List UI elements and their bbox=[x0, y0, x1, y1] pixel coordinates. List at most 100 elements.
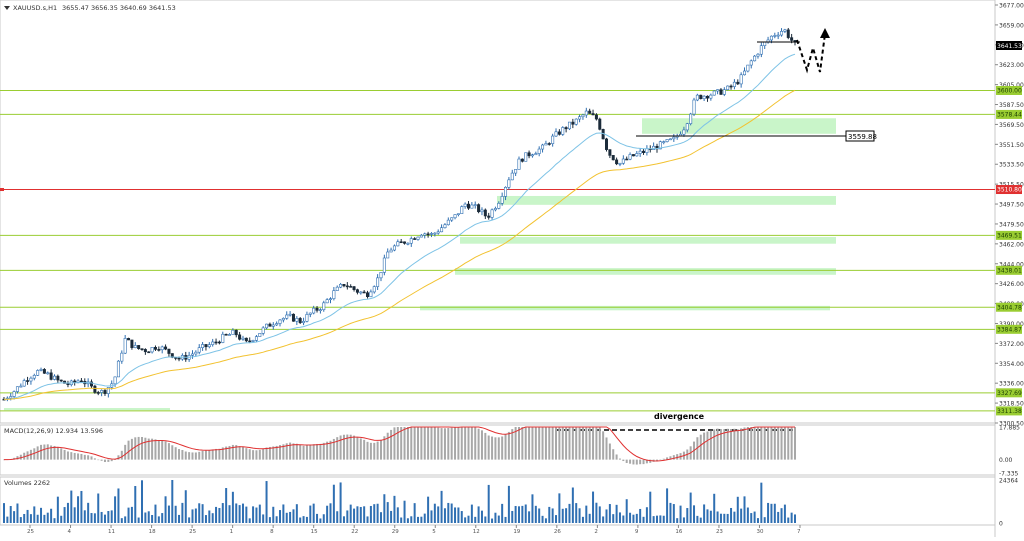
level-tag-value: 3469.51 bbox=[997, 233, 1022, 240]
candle-body bbox=[204, 344, 208, 348]
time-tick-label: 25 bbox=[189, 529, 196, 535]
macd-bar bbox=[457, 427, 460, 460]
candle-body bbox=[756, 53, 760, 57]
macd-bar bbox=[231, 444, 234, 460]
candle-body bbox=[278, 319, 282, 324]
macd-bar bbox=[635, 459, 638, 465]
candle-body bbox=[500, 196, 504, 204]
candle-body bbox=[682, 129, 686, 135]
volume-bar bbox=[50, 508, 53, 523]
candle-body bbox=[214, 341, 218, 344]
macd-bar bbox=[208, 450, 211, 460]
level-tag-bg bbox=[996, 265, 1022, 275]
candle-body bbox=[201, 344, 205, 348]
macd-bar bbox=[514, 427, 517, 460]
candle-body bbox=[194, 351, 198, 355]
macd-bar bbox=[46, 444, 49, 460]
macd-bar bbox=[396, 427, 399, 460]
time-tick-label: 4 bbox=[68, 529, 72, 535]
macd-bar bbox=[524, 427, 527, 460]
macd-bar bbox=[235, 445, 238, 460]
volume-bar bbox=[63, 507, 66, 523]
candle-body bbox=[285, 314, 289, 319]
volume-bar bbox=[83, 510, 86, 523]
level-tag-bg bbox=[996, 109, 1022, 119]
price-tick-label: 3462.00 bbox=[999, 241, 1024, 248]
volume-bar bbox=[40, 507, 43, 523]
macd-bar bbox=[390, 429, 393, 460]
volume-bar bbox=[622, 515, 625, 523]
candle-body bbox=[493, 208, 497, 211]
macd-bar bbox=[245, 448, 248, 460]
volume-bar bbox=[679, 505, 682, 523]
macd-bar bbox=[427, 427, 430, 460]
macd-bar bbox=[743, 427, 746, 460]
price-tick-label: 3569.50 bbox=[999, 122, 1024, 129]
macd-bar bbox=[40, 444, 43, 460]
volume-bar bbox=[342, 516, 345, 523]
price-tick-label: 3677.00 bbox=[999, 3, 1024, 10]
volume-bar bbox=[322, 514, 325, 523]
candle-body bbox=[120, 352, 124, 362]
support-zone bbox=[642, 118, 836, 134]
volume-bar bbox=[629, 512, 632, 523]
volume-bar bbox=[26, 509, 29, 523]
volume-bar bbox=[420, 516, 423, 523]
macd-bar bbox=[423, 427, 426, 460]
candle-body bbox=[26, 380, 30, 382]
candle-body bbox=[598, 118, 602, 130]
candle-body bbox=[446, 219, 450, 226]
macd-bar bbox=[464, 427, 467, 460]
macd-bar bbox=[440, 428, 443, 460]
candle-body bbox=[386, 251, 390, 259]
volume-bar bbox=[87, 502, 90, 523]
time-tick-label: 22 bbox=[351, 529, 358, 535]
candle-body bbox=[231, 329, 235, 335]
volume-bar bbox=[491, 518, 494, 523]
volume-bar bbox=[218, 507, 221, 523]
current-price-tag: 3641.53 bbox=[996, 41, 1022, 50]
macd-bar bbox=[511, 429, 514, 460]
macd-bar bbox=[588, 427, 591, 460]
volume-bar bbox=[73, 507, 76, 523]
volume-bar bbox=[174, 505, 177, 523]
volume-bar bbox=[127, 507, 130, 523]
candle-body bbox=[473, 204, 477, 206]
volume-bar bbox=[241, 503, 244, 523]
time-tick-label: 30 bbox=[756, 529, 763, 535]
candle-body bbox=[190, 353, 194, 356]
volume-bar bbox=[433, 503, 436, 523]
candle-body bbox=[440, 227, 444, 233]
drawing-tools[interactable] bbox=[556, 28, 846, 431]
main-pane[interactable] bbox=[0, 0, 996, 424]
candle-body bbox=[554, 131, 558, 137]
candle-body bbox=[261, 327, 265, 334]
volume-bar bbox=[403, 500, 406, 523]
macd-bar bbox=[188, 452, 191, 460]
level-tag-value: 3578.44 bbox=[997, 112, 1022, 119]
candle-body bbox=[224, 333, 228, 336]
macd-bar bbox=[544, 427, 547, 460]
volume-bar bbox=[669, 502, 672, 523]
volume-bar bbox=[161, 513, 164, 523]
volume-bar bbox=[787, 517, 790, 523]
time-tick-label: 26 bbox=[554, 529, 561, 535]
volume-bar bbox=[703, 504, 706, 523]
macd-bar bbox=[517, 427, 520, 460]
macd-bar bbox=[373, 442, 376, 460]
volume-bar bbox=[268, 517, 271, 523]
volume-bar bbox=[400, 517, 403, 523]
macd-bar bbox=[349, 434, 352, 460]
macd-bar bbox=[622, 459, 625, 462]
volume-bar bbox=[635, 513, 638, 523]
support-zone bbox=[497, 195, 836, 205]
macd-bar bbox=[363, 439, 366, 460]
macd-bar bbox=[484, 432, 487, 460]
volume-bar bbox=[124, 516, 127, 523]
candle-body bbox=[288, 313, 292, 316]
macd-bar bbox=[63, 449, 66, 460]
chart-header: XAUUSD.s,H1 3655.47 3656.35 3640.69 3641… bbox=[4, 4, 176, 12]
candle-body bbox=[463, 203, 467, 207]
